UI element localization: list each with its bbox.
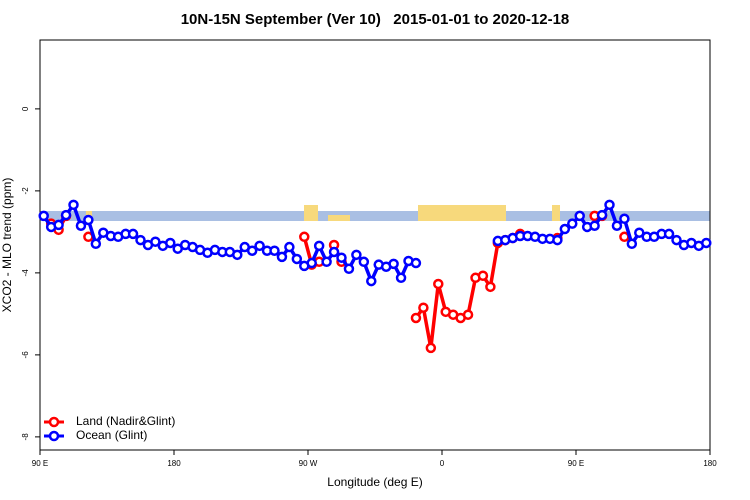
data-point	[246, 245, 258, 256]
data-point	[574, 210, 585, 222]
data-point	[291, 253, 303, 265]
data-point	[313, 240, 325, 252]
x-tick-label: 90 W	[299, 459, 318, 468]
land-mask	[40, 205, 710, 221]
data-point	[567, 218, 578, 229]
data-point	[299, 231, 310, 243]
legend-label: Ocean (Glint)	[76, 428, 147, 442]
data-point	[269, 245, 280, 256]
data-point	[425, 342, 437, 354]
data-point	[559, 223, 571, 235]
land-strip	[304, 205, 318, 221]
data-point	[596, 209, 608, 221]
data-point	[284, 241, 295, 253]
data-point	[358, 256, 370, 268]
data-point	[701, 237, 712, 249]
data-point	[254, 240, 265, 252]
data-point	[589, 220, 600, 231]
data-point	[38, 210, 49, 222]
data-point	[328, 246, 340, 258]
data-point	[671, 234, 682, 246]
data-point	[165, 237, 176, 249]
y-tick-label: 0	[21, 106, 30, 111]
legend-marker	[48, 430, 60, 442]
series	[38, 199, 712, 287]
data-point	[90, 238, 102, 250]
x-tick-label: 180	[703, 459, 717, 468]
series-line	[414, 232, 522, 349]
data-point	[336, 252, 347, 263]
legend-label: Land (Nadir&Glint)	[76, 414, 175, 428]
x-axis-label: Longitude (deg E)	[327, 475, 422, 489]
data-point	[60, 209, 72, 221]
data-point	[433, 278, 444, 290]
data-point	[150, 236, 161, 247]
data-point	[351, 249, 362, 261]
data-point	[410, 312, 422, 324]
data-point	[604, 199, 615, 211]
x-tick-label: 90 E	[568, 459, 584, 468]
data-point	[232, 249, 243, 261]
x-tick-label: 90 E	[32, 459, 48, 468]
chart-title: 10N-15N September (Ver 10) 2015-01-01 to…	[181, 11, 570, 28]
data-point	[619, 213, 630, 225]
data-point	[83, 214, 94, 226]
y-tick-label: -2	[21, 187, 30, 195]
data-point	[68, 199, 79, 211]
data-point	[75, 220, 87, 231]
data-point	[611, 220, 623, 231]
x-tick-label: 180	[167, 459, 181, 468]
data-point	[485, 281, 496, 293]
data-point	[343, 263, 355, 275]
data-point	[135, 234, 146, 246]
land-strip	[328, 215, 350, 221]
legend: Land (Nadir&Glint)Ocean (Glint)	[44, 414, 175, 442]
y-tick-label: -6	[21, 351, 30, 359]
data-point	[410, 257, 422, 269]
data-point	[366, 275, 377, 287]
data-point	[127, 228, 139, 240]
legend-marker	[48, 416, 60, 428]
y-tick-label: -4	[21, 269, 30, 277]
land-strip	[418, 205, 506, 221]
y-tick-label: -8	[21, 433, 30, 441]
data-point	[276, 251, 288, 263]
data-point	[306, 257, 317, 269]
data-point	[634, 227, 645, 238]
data-point	[395, 272, 407, 284]
data-point	[626, 238, 638, 250]
data-point	[663, 228, 675, 240]
x-tick-label: 0	[440, 459, 445, 468]
ocean-strip	[40, 211, 710, 221]
data-point	[477, 270, 489, 281]
data-point	[321, 256, 332, 268]
data-point	[462, 309, 474, 320]
data-point	[552, 234, 563, 246]
land-strip	[552, 205, 560, 221]
y-axis-label: XCO2 - MLO trend (ppm)	[0, 178, 14, 313]
data-point	[53, 219, 64, 231]
data-point	[418, 302, 429, 313]
data-point	[388, 258, 399, 270]
